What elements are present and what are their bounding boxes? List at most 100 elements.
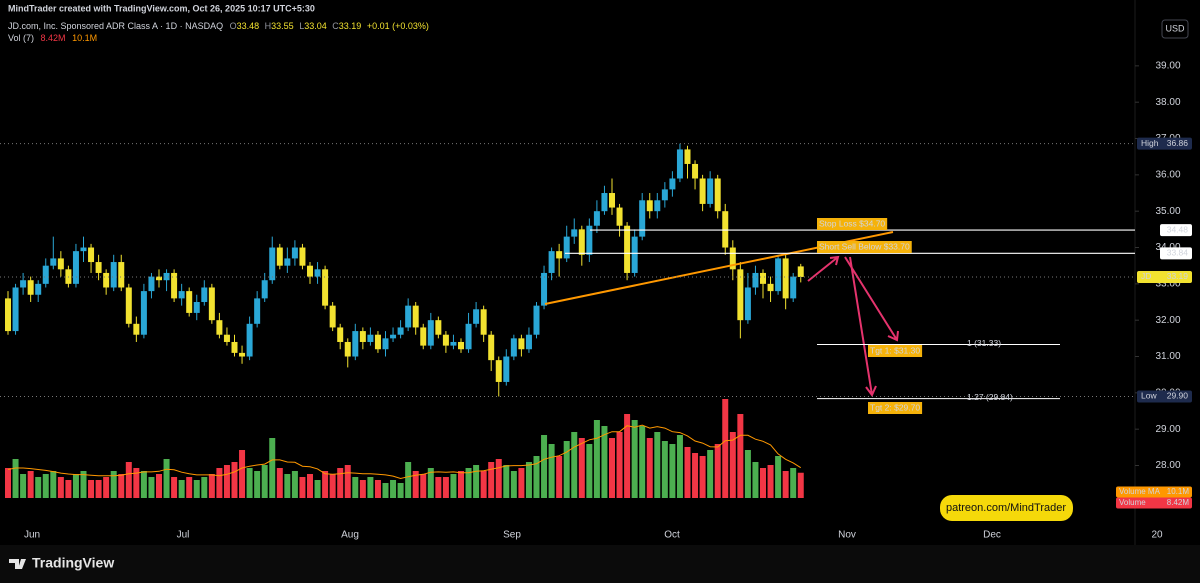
- candle-body: [291, 247, 298, 259]
- volume-bar: [714, 444, 721, 498]
- volume-bar: [359, 480, 366, 498]
- y-tick-label: 36.00: [1155, 169, 1180, 180]
- volume-bar: [223, 465, 230, 498]
- volume-bar: [374, 480, 381, 498]
- volume-bar: [352, 477, 359, 498]
- candle-body: [50, 258, 57, 266]
- volume-bar: [80, 471, 87, 498]
- volume-bar: [193, 480, 200, 498]
- volume-bar: [163, 459, 170, 498]
- candle-body: [171, 272, 178, 299]
- candle-body: [80, 247, 87, 252]
- promo[interactable]: patreon.com/MindTrader: [946, 502, 1066, 514]
- annotation: Tgt 2: $29.70: [870, 402, 920, 412]
- volume-bar: [631, 420, 638, 498]
- volume-tag-name: Volume MA: [1119, 487, 1161, 496]
- volume-bar: [669, 444, 676, 498]
- candle-body: [586, 225, 593, 255]
- volume-ma-line: [7, 424, 802, 480]
- candle-body: [246, 323, 253, 357]
- annotation: Stop Loss $34.70: [819, 218, 885, 228]
- candle-body: [103, 272, 110, 288]
- price-tag-value: 36.86: [1167, 138, 1189, 148]
- volume-bar: [254, 471, 261, 498]
- volume-bar: [676, 435, 683, 498]
- candle-body: [676, 149, 683, 179]
- volume-name: Vol (7): [8, 33, 34, 43]
- price-tag-box: [1137, 137, 1192, 150]
- candle-body: [72, 251, 79, 284]
- promo-box[interactable]: [940, 495, 1073, 521]
- candle-body: [578, 229, 585, 255]
- volume-bar: [450, 474, 457, 498]
- price-tag-value: 29.90: [1167, 391, 1189, 401]
- y-tick-label: 35.00: [1155, 206, 1180, 217]
- volume-bar: [435, 477, 442, 498]
- candle-body: [20, 280, 27, 288]
- candle-body: [42, 265, 49, 284]
- price-tag-box: [1160, 247, 1192, 260]
- candle-body: [307, 265, 313, 277]
- credit: MindTrader created with TradingView.com,…: [8, 3, 315, 13]
- volume-bar: [624, 414, 631, 498]
- candle-body: [495, 360, 502, 382]
- volume-bar: [722, 399, 729, 498]
- plot: 28.0029.0030.0031.0032.0033.0034.0035.00…: [5, 61, 1181, 541]
- candle-body: [239, 352, 246, 357]
- candle-body: [556, 251, 563, 259]
- volume-tag-box: [1116, 486, 1192, 498]
- candle-body: [427, 320, 434, 346]
- volume-bar: [412, 471, 419, 498]
- annotation-box: [868, 402, 923, 414]
- candle-body: [541, 272, 548, 306]
- candle-body: [488, 334, 495, 361]
- candle-body: [548, 251, 555, 273]
- price-tag-name: High: [1141, 138, 1159, 148]
- candle-body: [450, 341, 457, 346]
- candle-body: [352, 331, 359, 357]
- currency-box[interactable]: [1161, 19, 1189, 39]
- candle-body: [503, 356, 510, 382]
- price-tag-value: 33.19: [1167, 271, 1189, 281]
- volume-legend: Vol (7) 8.42M 10.1M: [8, 33, 97, 43]
- volume-bar: [20, 474, 27, 498]
- volume-bar: [231, 462, 238, 498]
- candle-body: [692, 163, 699, 179]
- candle-body: [654, 200, 661, 212]
- volume-bar: [72, 474, 79, 498]
- volume-bar: [699, 456, 706, 498]
- volume-bar: [397, 483, 404, 498]
- price-tag-box: [1137, 270, 1192, 283]
- candle-body: [707, 178, 714, 204]
- volume-bar: [344, 465, 351, 498]
- candle-body: [299, 247, 306, 266]
- candle-body: [216, 320, 223, 335]
- volume-bar: [27, 471, 34, 498]
- candle-body: [571, 229, 578, 237]
- candle-body: [744, 287, 751, 321]
- candle-body: [782, 258, 789, 299]
- ohlc-value: 33.48: [237, 21, 260, 31]
- volume-bar: [201, 477, 208, 498]
- candle-body: [27, 280, 34, 295]
- candle-body: [518, 338, 525, 350]
- candle-body: [322, 269, 329, 306]
- currency[interactable]: USD: [1165, 23, 1185, 33]
- volume-bar: [284, 474, 291, 498]
- volume-bar: [729, 432, 736, 498]
- y-tick-label: 38.00: [1155, 97, 1180, 108]
- volume-bar: [42, 474, 49, 498]
- candle-body: [178, 291, 185, 299]
- candle-body: [88, 247, 95, 263]
- candle-body: [533, 305, 540, 335]
- y-tick-label: 31.00: [1155, 351, 1180, 362]
- volume-bar: [503, 465, 510, 498]
- candle-body: [790, 276, 797, 299]
- brand: TradingView: [32, 555, 114, 571]
- candle-body: [684, 149, 691, 164]
- volume-bar: [171, 477, 178, 498]
- price-tag-name: JD: [1141, 271, 1151, 281]
- ohlc-key: C: [332, 21, 339, 31]
- volume-bar: [156, 474, 162, 498]
- candle-body: [510, 338, 517, 357]
